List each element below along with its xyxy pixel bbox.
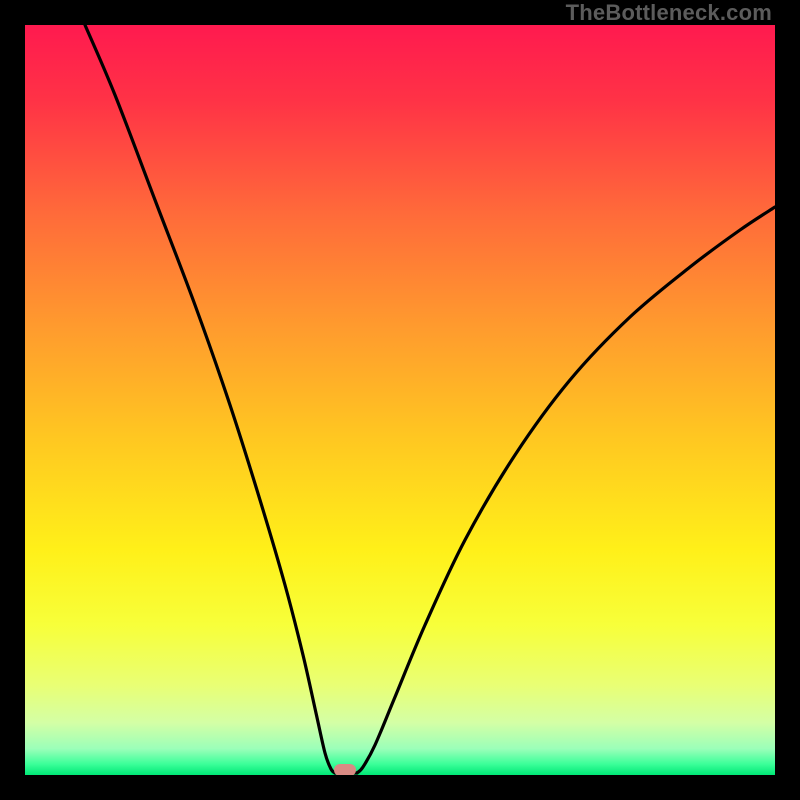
curve-left-branch: [85, 25, 335, 773]
trough-marker: [334, 764, 356, 775]
bottleneck-curve: [25, 25, 775, 775]
curve-right-branch: [357, 207, 775, 773]
chart-frame: { "meta": { "type": "line-over-gradient"…: [0, 0, 800, 800]
plot-area: [25, 25, 775, 775]
watermark-text: TheBottleneck.com: [566, 0, 772, 26]
